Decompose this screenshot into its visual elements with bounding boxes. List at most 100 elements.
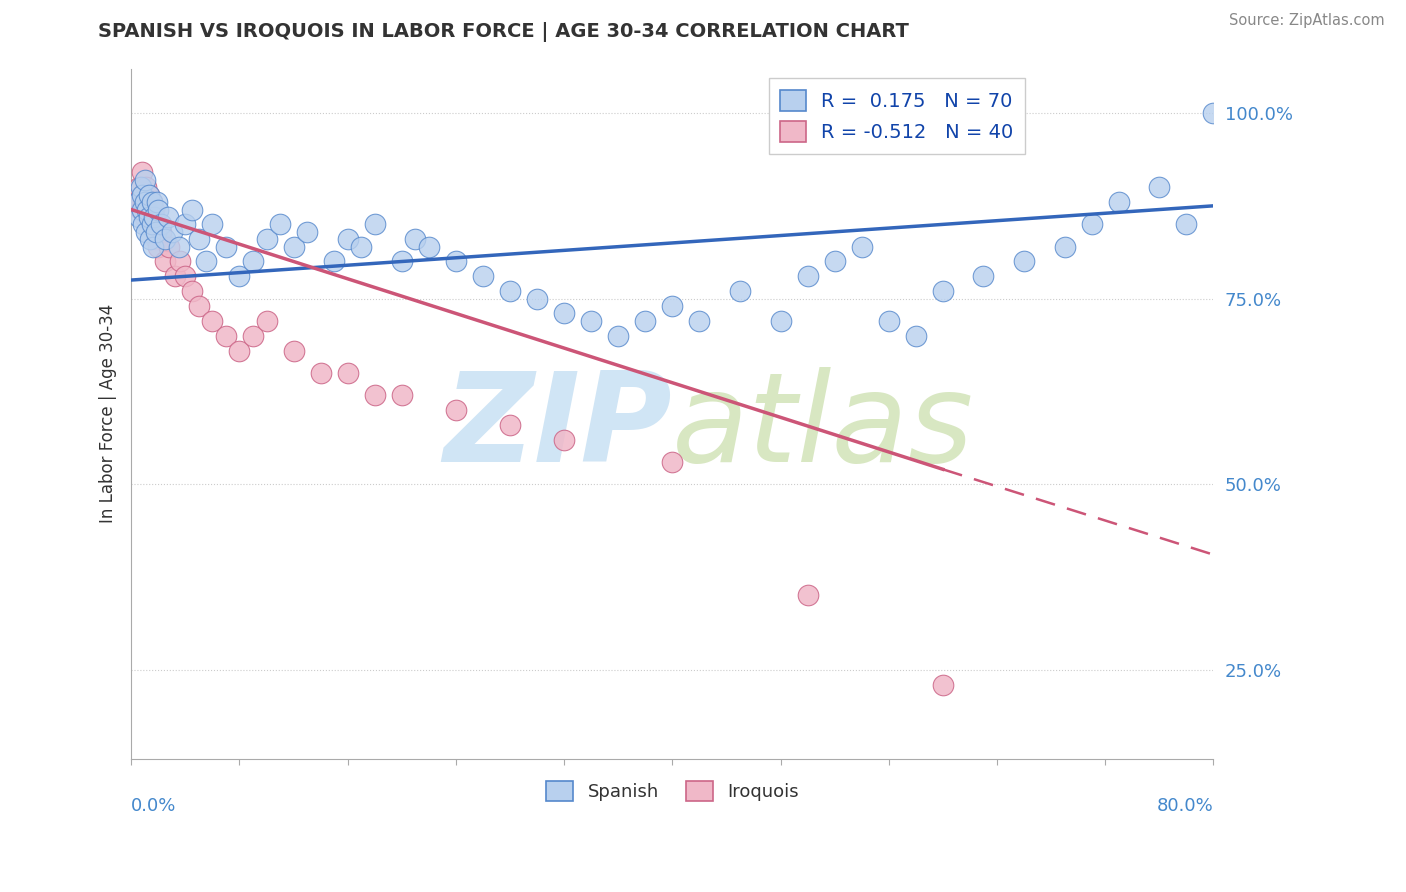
Point xyxy=(131,202,153,217)
Point xyxy=(131,165,153,179)
Point xyxy=(877,314,900,328)
Point xyxy=(139,210,162,224)
Point xyxy=(146,218,169,232)
Point xyxy=(131,187,153,202)
Point xyxy=(904,328,927,343)
Point xyxy=(472,269,495,284)
Point xyxy=(796,269,818,284)
Point xyxy=(127,195,149,210)
Point xyxy=(228,343,250,358)
Point xyxy=(242,254,264,268)
Point xyxy=(153,254,176,268)
Point xyxy=(1053,240,1076,254)
Point xyxy=(167,240,190,254)
Point xyxy=(350,240,373,254)
Point xyxy=(201,218,224,232)
Point xyxy=(661,455,683,469)
Point xyxy=(973,269,995,284)
Point xyxy=(134,195,156,210)
Point xyxy=(181,202,204,217)
Point xyxy=(283,240,305,254)
Point xyxy=(553,306,575,320)
Point xyxy=(634,314,657,328)
Point xyxy=(309,366,332,380)
Point xyxy=(932,677,955,691)
Text: ZIP: ZIP xyxy=(444,367,672,488)
Point xyxy=(142,218,165,232)
Point xyxy=(163,269,186,284)
Point xyxy=(146,195,169,210)
Point xyxy=(138,187,160,202)
Point xyxy=(688,314,710,328)
Point xyxy=(160,225,183,239)
Point xyxy=(194,254,217,268)
Point xyxy=(134,173,156,187)
Point xyxy=(269,218,291,232)
Point xyxy=(156,210,179,224)
Point xyxy=(135,180,157,194)
Point xyxy=(215,328,238,343)
Point xyxy=(201,314,224,328)
Point xyxy=(336,232,359,246)
Point xyxy=(661,299,683,313)
Point xyxy=(215,240,238,254)
Point xyxy=(553,433,575,447)
Text: SPANISH VS IROQUOIS IN LABOR FORCE | AGE 30-34 CORRELATION CHART: SPANISH VS IROQUOIS IN LABOR FORCE | AGE… xyxy=(98,22,910,42)
Point xyxy=(181,284,204,298)
Point xyxy=(444,254,467,268)
Point xyxy=(851,240,873,254)
Point xyxy=(145,225,167,239)
Text: atlas: atlas xyxy=(672,367,974,488)
Point xyxy=(526,292,548,306)
Point xyxy=(174,269,197,284)
Point xyxy=(136,202,159,217)
Point xyxy=(143,202,166,217)
Point xyxy=(364,218,387,232)
Point xyxy=(138,210,160,224)
Point xyxy=(148,202,170,217)
Point xyxy=(169,254,191,268)
Point xyxy=(143,210,166,224)
Point xyxy=(174,218,197,232)
Point xyxy=(323,254,346,268)
Point xyxy=(1149,180,1171,194)
Point xyxy=(404,232,426,246)
Point xyxy=(228,269,250,284)
Point xyxy=(391,254,413,268)
Point xyxy=(336,366,359,380)
Point xyxy=(142,240,165,254)
Point xyxy=(153,232,176,246)
Text: 80.0%: 80.0% xyxy=(1157,797,1213,814)
Point xyxy=(256,314,278,328)
Point xyxy=(769,314,792,328)
Point xyxy=(132,218,155,232)
Y-axis label: In Labor Force | Age 30-34: In Labor Force | Age 30-34 xyxy=(100,304,117,524)
Point xyxy=(418,240,440,254)
Point xyxy=(139,232,162,246)
Point xyxy=(579,314,602,328)
Legend: Spanish, Iroquois: Spanish, Iroquois xyxy=(538,774,806,808)
Point xyxy=(796,589,818,603)
Point xyxy=(187,232,209,246)
Point xyxy=(128,210,150,224)
Point xyxy=(824,254,846,268)
Point xyxy=(728,284,751,298)
Point xyxy=(127,195,149,210)
Point xyxy=(364,388,387,402)
Point xyxy=(187,299,209,313)
Point xyxy=(129,202,152,217)
Point xyxy=(256,232,278,246)
Point xyxy=(136,202,159,217)
Point xyxy=(138,187,160,202)
Point xyxy=(1080,218,1102,232)
Point xyxy=(145,232,167,246)
Text: Source: ZipAtlas.com: Source: ZipAtlas.com xyxy=(1229,13,1385,29)
Point xyxy=(134,210,156,224)
Point xyxy=(150,218,173,232)
Point xyxy=(129,180,152,194)
Point xyxy=(932,284,955,298)
Point xyxy=(148,240,170,254)
Point xyxy=(499,417,522,432)
Text: 0.0%: 0.0% xyxy=(131,797,177,814)
Point xyxy=(141,195,163,210)
